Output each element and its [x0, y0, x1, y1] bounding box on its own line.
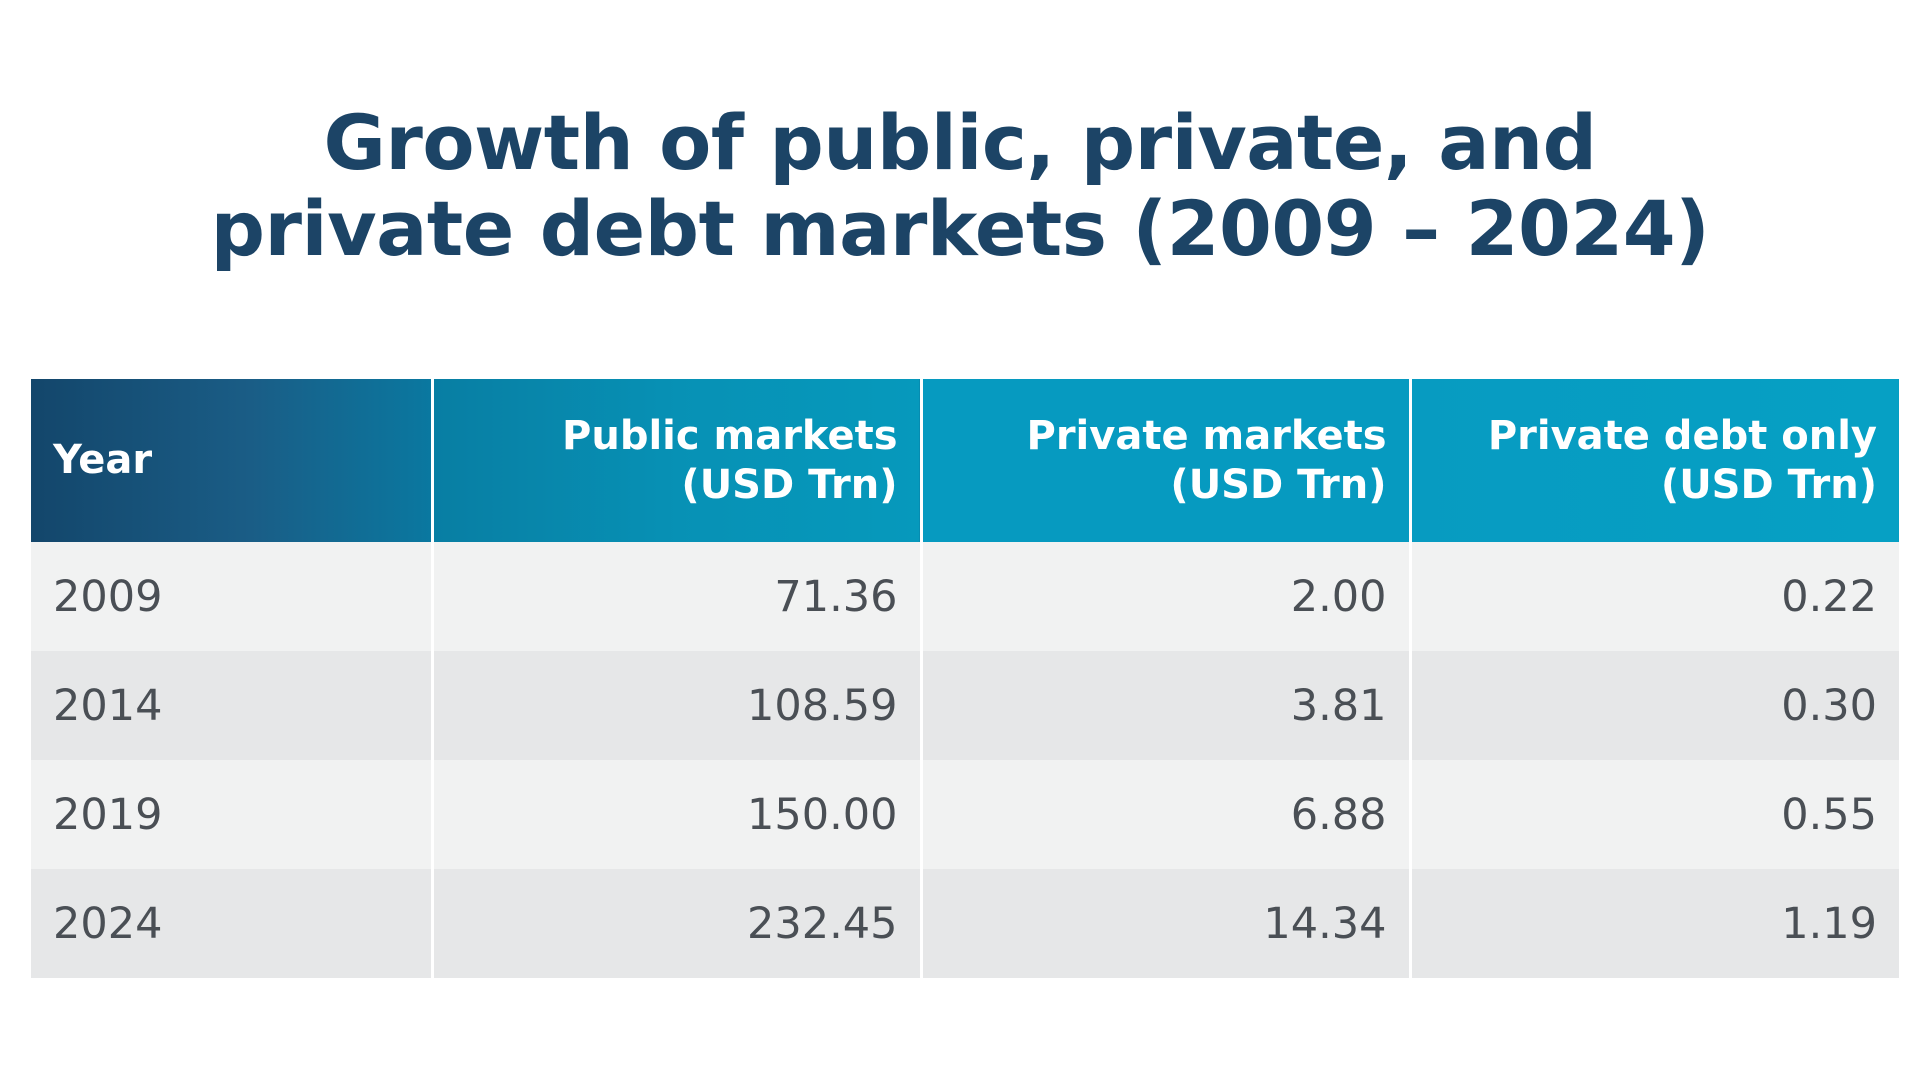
column-header-private-markets: Private markets (USD Trn): [921, 379, 1412, 542]
cell-public-markets: 232.45: [432, 869, 923, 978]
column-header-label: Public markets: [562, 412, 898, 459]
column-header-label: Year: [53, 437, 153, 483]
header-row: Year Public markets (USD Trn) Private ma…: [31, 379, 1899, 542]
cell-private-markets: 3.81: [921, 651, 1412, 760]
cell-private-debt-only: 0.22: [1410, 542, 1899, 651]
column-header-label: Private markets: [1026, 412, 1387, 459]
cell-public-markets: 108.59: [432, 651, 923, 760]
cell-year: 2024: [31, 869, 434, 978]
cell-private-debt-only: 0.55: [1410, 760, 1899, 869]
column-header-public-markets: Public markets (USD Trn): [432, 379, 923, 542]
column-header-private-debt-only: Private debt only (USD Trn): [1410, 379, 1899, 542]
cell-private-debt-only: 1.19: [1410, 869, 1899, 978]
column-header-year: Year: [31, 379, 434, 542]
table-row: 2009 71.36 2.00 0.22: [31, 542, 1899, 651]
chart-title-line-2: private debt markets (2009 – 2024): [210, 184, 1710, 273]
cell-private-debt-only: 0.30: [1410, 651, 1899, 760]
table-row: 2024 232.45 14.34 1.19: [31, 869, 1899, 978]
cell-private-markets: 14.34: [921, 869, 1412, 978]
cell-private-markets: 6.88: [921, 760, 1412, 869]
cell-year: 2009: [31, 542, 434, 651]
cell-year: 2014: [31, 651, 434, 760]
chart-title-line-1: Growth of public, private, and: [323, 98, 1597, 187]
column-header-unit: (USD Trn): [1660, 461, 1877, 508]
cell-year: 2019: [31, 760, 434, 869]
column-header-unit: (USD Trn): [681, 461, 898, 508]
column-header-unit: (USD Trn): [1170, 461, 1387, 508]
cell-public-markets: 71.36: [432, 542, 923, 651]
chart-title: Growth of public, private, and private d…: [0, 100, 1920, 272]
cell-public-markets: 150.00: [432, 760, 923, 869]
table-row: 2019 150.00 6.88 0.55: [31, 760, 1899, 869]
data-table: Year Public markets (USD Trn) Private ma…: [31, 379, 1899, 978]
cell-private-markets: 2.00: [921, 542, 1412, 651]
table-row: 2014 108.59 3.81 0.30: [31, 651, 1899, 760]
column-header-label: Private debt only: [1487, 412, 1877, 459]
